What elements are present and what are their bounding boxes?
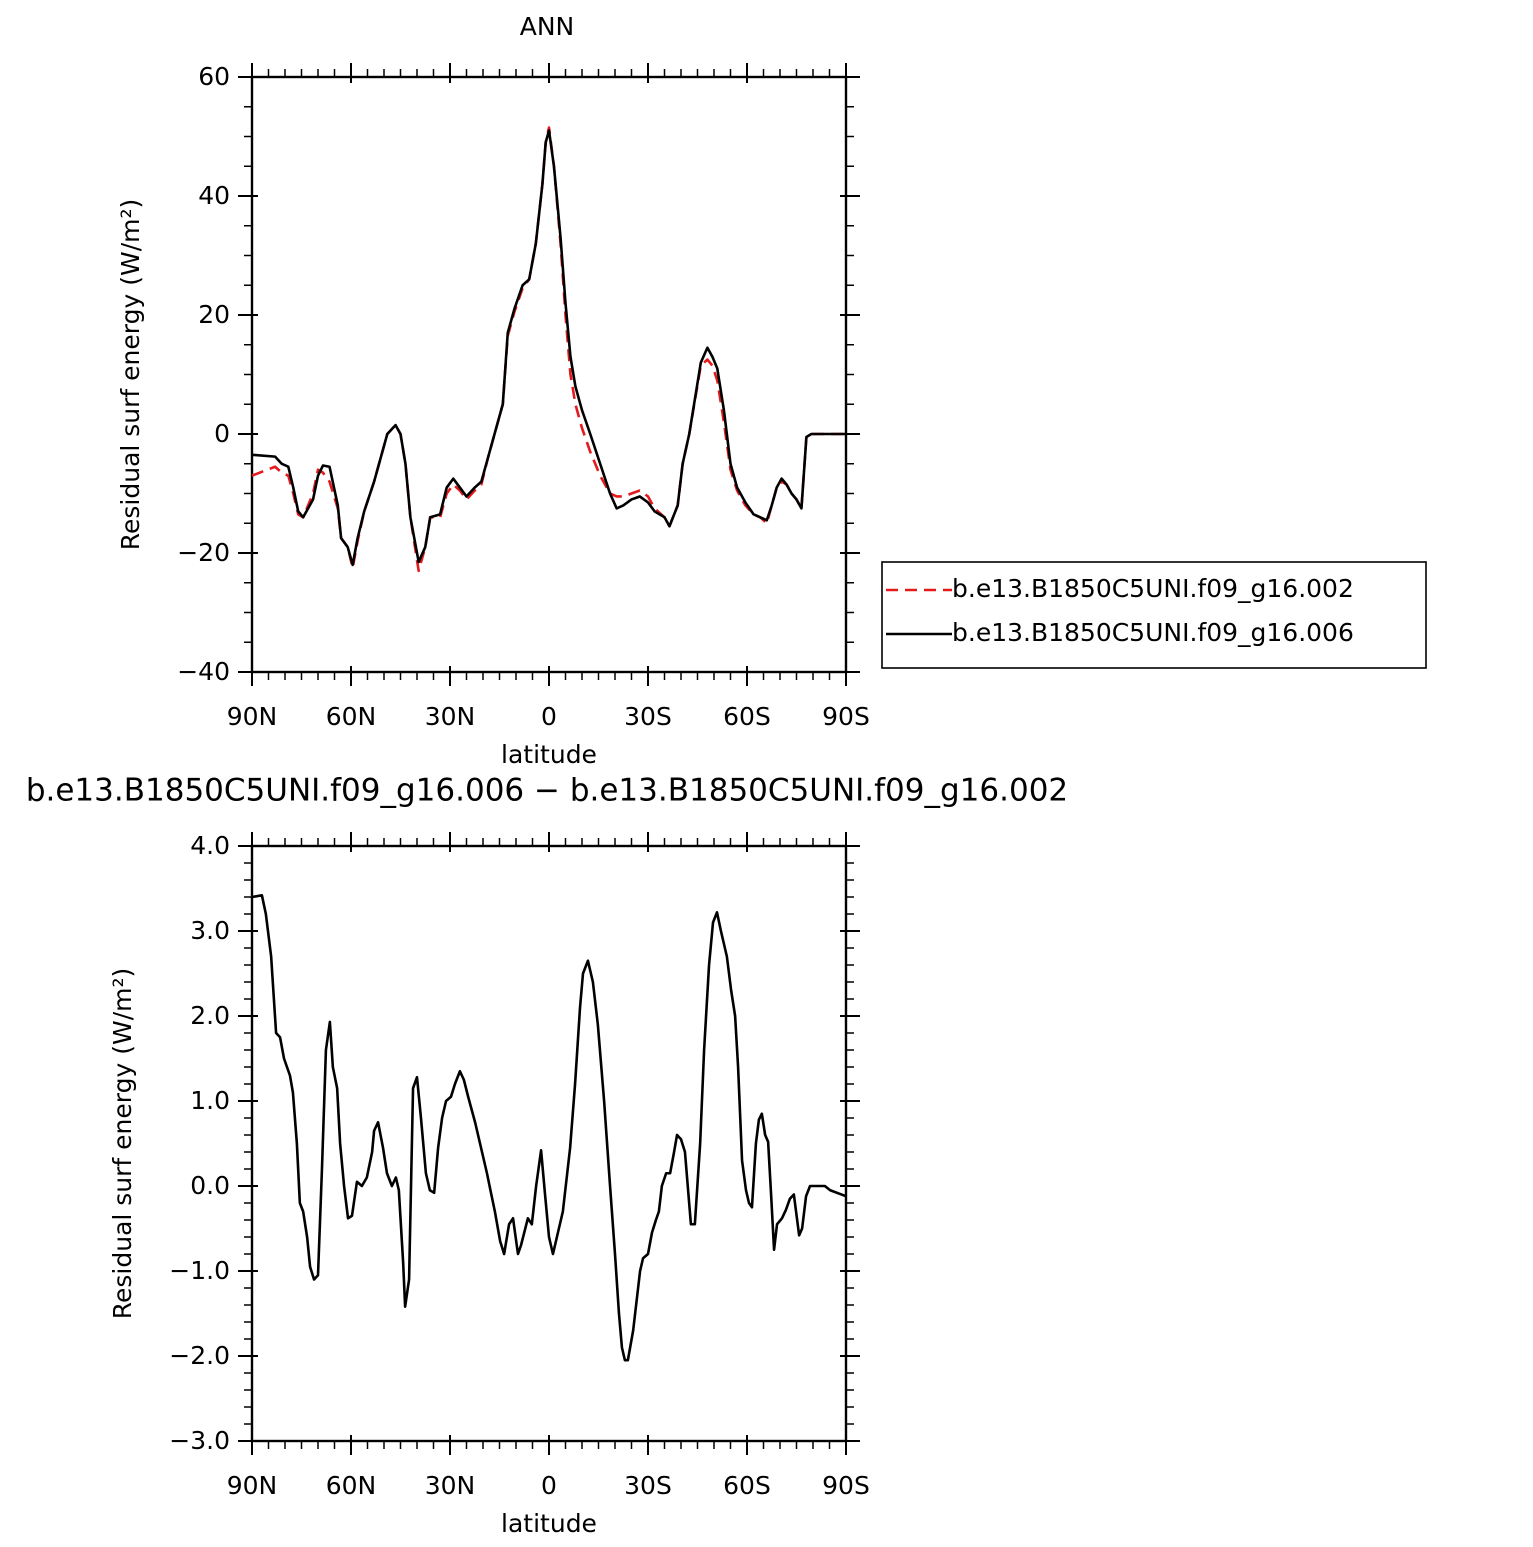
- x-tick-label: 90N: [227, 1471, 278, 1500]
- chart-title: b.e13.B1850C5UNI.f09_g16.006 − b.e13.B18…: [26, 773, 1068, 809]
- x-axis-label: latitude: [501, 1509, 597, 1538]
- y-tick-label: 3.0: [190, 916, 230, 945]
- x-axis-label: latitude: [501, 740, 597, 769]
- x-tick-label: 60S: [723, 1471, 771, 1500]
- y-tick-label: −1.0: [169, 1256, 230, 1285]
- plot-frame: [250, 75, 848, 674]
- legend-label: b.e13.B1850C5UNI.f09_g16.006: [952, 618, 1354, 647]
- y-tick-label: 0: [214, 419, 230, 448]
- x-tick-label: 90N: [227, 702, 278, 731]
- y-tick-label: 2.0: [190, 1001, 230, 1030]
- x-tick-label: 30N: [425, 1471, 476, 1500]
- y-tick-label: −20: [177, 538, 230, 567]
- x-tick-label: 60S: [723, 702, 771, 731]
- x-tick-label: 30S: [624, 702, 672, 731]
- y-tick-label: −3.0: [169, 1426, 230, 1455]
- x-tick-label: 0: [541, 1471, 557, 1500]
- x-tick-label: 30N: [425, 702, 476, 731]
- data-line: [251, 894, 847, 1362]
- y-tick-label: 60: [198, 62, 230, 91]
- x-tick-label: 60N: [326, 1471, 377, 1500]
- y-tick-label: 0.0: [190, 1171, 230, 1200]
- y-axis-label: Residual surf energy (W/m²): [108, 968, 137, 1320]
- legend-label: b.e13.B1850C5UNI.f09_g16.002: [952, 574, 1354, 603]
- plot-frame: [250, 844, 848, 1443]
- chart-title: ANN: [520, 12, 575, 41]
- x-tick-label: 60N: [326, 702, 377, 731]
- y-tick-label: −2.0: [169, 1341, 230, 1370]
- y-tick-label: −40: [177, 657, 230, 686]
- y-tick-label: 40: [198, 181, 230, 210]
- x-tick-label: 30S: [624, 1471, 672, 1500]
- x-tick-label: 0: [541, 702, 557, 731]
- y-tick-label: 4.0: [190, 831, 230, 860]
- x-tick-label: 90S: [822, 702, 870, 731]
- data-line: [251, 126, 846, 573]
- y-tick-label: 1.0: [190, 1086, 230, 1115]
- y-axis-label: Residual surf energy (W/m²): [116, 199, 145, 551]
- data-line: [251, 129, 846, 567]
- y-tick-label: 20: [198, 300, 230, 329]
- legend-box: [881, 561, 1427, 669]
- x-tick-label: 90S: [822, 1471, 870, 1500]
